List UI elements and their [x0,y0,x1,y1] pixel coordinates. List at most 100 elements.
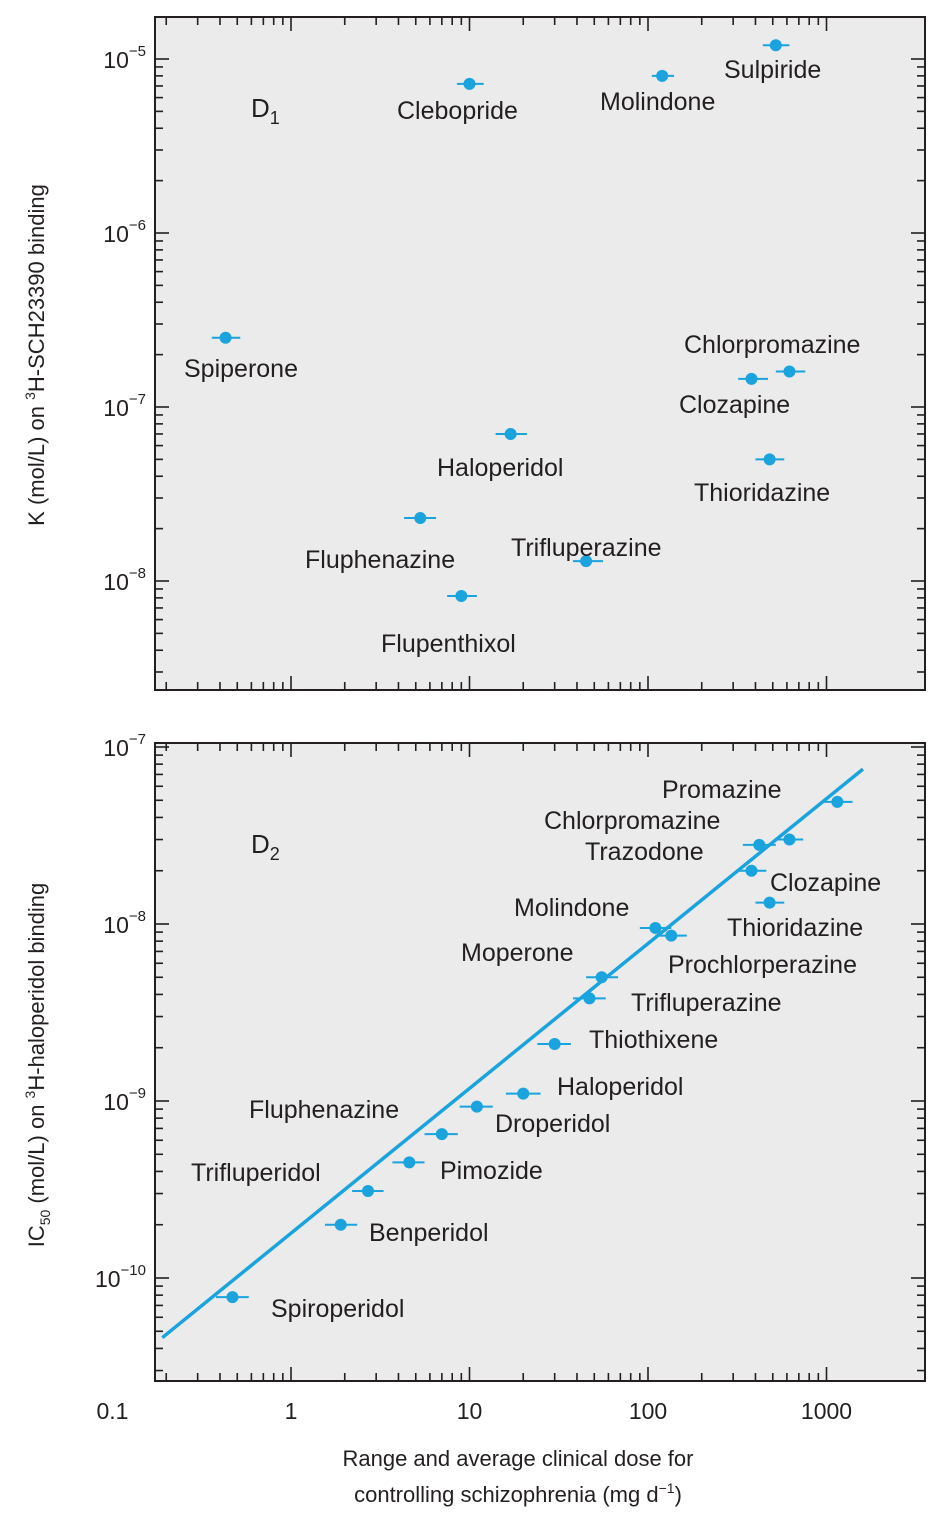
d1-y-tick-label: 10−6 [103,217,146,247]
d1-label-clebopride: Clebopride [397,97,518,125]
d2-label-droperidol: Droperidol [495,1110,610,1138]
d2-point-trifluperazine [583,992,596,1005]
d1-y-tick-label-base: 10 [103,395,129,421]
d2-point-promazine [831,795,844,808]
d2-label-fluphenazine: Fluphenazine [249,1096,399,1124]
d1-y-tick-label-base: 10 [103,221,129,247]
d2-y-tick-label-exp: −7 [129,731,146,748]
d1-y-tick-label: 10−8 [103,565,146,595]
d2-point-trazodone [745,864,758,877]
d1-panel-label-sub: 1 [270,108,280,128]
d2-y-axis-label-mid: (mol/L) on [24,1098,49,1209]
d2-point-benperidol [334,1218,347,1231]
d1-y-tick-label-exp: −8 [129,565,146,582]
d2-panel: 10−710−810−910−10 0.1 1 10 100 1000 D2 IC50 … [22,731,926,1507]
d2-point-thioridazine [665,929,678,942]
d2-y-tick-label-exp: −10 [121,1262,146,1279]
d1-point-labels: Sulpiride Molindone Clebopride Spiperone… [184,56,860,658]
d1-label-thioridazine: Thioridazine [694,479,830,507]
d2-label-chlorpromazine: Chlorpromazine [544,807,720,835]
d1-label-spiperone: Spiperone [184,355,298,383]
d1-point-flupenthixol [455,589,468,602]
d1-y-tick-labels: 10−510−610−710−8 [103,43,146,595]
d2-y-axis-label-sub: 50 [37,1209,53,1225]
d2-y-axis-label-post: H-haloperidol binding [24,883,49,1091]
d1-label-fluphenazine: Fluphenazine [305,546,455,574]
d2-point-labels: Promazine Chlorpromazine Trazodone Cloza… [191,776,881,1323]
d1-label-haloperidol: Haloperidol [437,454,563,482]
d2-point-moperone [595,971,608,984]
d1-y-axis-label: K (mol/L) on 3H-SCH23390 binding [22,184,49,526]
d2-x-tick-label: 10 [457,1398,483,1424]
d2-x-tick-label: 0.1 [97,1398,129,1424]
d1-point-clozapine [745,372,758,385]
d2-plot-area [154,742,926,1382]
d2-x-tick-label: 100 [629,1398,667,1424]
d2-point-haloperidol [517,1087,530,1100]
d2-y-tick-label: 10−9 [103,1085,146,1115]
d2-y-tick-label-base: 10 [103,735,129,761]
d2-label-spiroperidol: Spiroperidol [271,1295,404,1323]
d1-y-tick-label: 10−5 [103,43,146,73]
d1-y-tick-label-exp: −6 [129,217,146,234]
d2-point-chlorpromazine [753,838,766,851]
d1-label-clozapine: Clozapine [679,391,790,419]
d2-y-tick-label: 10−7 [103,731,146,761]
d2-panel-label-sub: 2 [270,844,280,864]
d2-point-thiothixene [548,1037,561,1050]
d1-label-flupenthixol: Flupenthixol [381,630,516,658]
d2-label-clozapine: Clozapine [770,869,881,897]
d2-label-trifluperazine: Trifluperazine [631,989,782,1017]
d2-label-thioridazine: Thioridazine [727,914,863,942]
d2-x-tick-label: 1 [285,1398,298,1424]
d2-y-tick-label-base: 10 [95,1266,121,1292]
d2-point-molindone [649,921,662,934]
d2-ticks [155,743,925,1381]
d2-label-trifluperidol: Trifluperidol [191,1159,321,1187]
d2-x-tick-labels: 0.1 1 10 100 1000 [97,1398,853,1424]
d2-y-tick-label-exp: −9 [129,1085,146,1102]
d1-y-tick-label-exp: −7 [129,391,146,408]
d1-point-trifluperazine [580,555,593,568]
d1-ticks [155,17,925,690]
d2-point-chlorpromazine [783,833,796,846]
d1-point-sulpiride [769,39,782,52]
d2-y-tick-label-exp: −8 [129,908,146,925]
d2-regression-line [161,767,865,1340]
d2-panel-label: D2 [251,829,280,864]
d2-x-tick-label: 1000 [801,1398,852,1424]
d2-label-thiothixene: Thiothixene [589,1026,718,1054]
d1-point-clebopride [463,77,476,90]
d1-y-axis-label-sup: 3 [22,392,38,400]
d1-label-molindone: Molindone [600,88,715,116]
d2-y-tick-label-base: 10 [103,912,129,938]
d1-point-spiperone [219,331,232,344]
d1-points [211,39,806,602]
d2-point-pimozide [403,1156,416,1169]
d2-point-clozapine [763,896,776,909]
d2-point-droperidol [470,1100,483,1113]
d1-y-axis-label-post: H-SCH23390 binding [24,184,49,392]
d2-label-trazodone: Trazodone [585,838,704,866]
d1-point-molindone [656,69,669,82]
d1-y-tick-label-base: 10 [103,47,129,73]
d2-y-tick-label: 10−10 [95,1262,146,1292]
d1-y-tick-label-base: 10 [103,569,129,595]
d1-label-chlorpromazine: Chlorpromazine [684,331,860,359]
d1-plot-area [154,16,926,691]
d2-point-trifluperidol [361,1185,374,1198]
d1-point-chlorpromazine [783,365,796,378]
d2-label-promazine: Promazine [662,776,782,804]
d2-label-haloperidol: Haloperidol [557,1073,683,1101]
d2-y-tick-label: 10−8 [103,908,146,938]
d1-point-haloperidol [504,427,517,440]
d2-points [215,795,853,1304]
d1-y-tick-label-exp: −5 [129,43,146,60]
d2-y-axis-label-sup: 3 [22,1090,38,1098]
d2-label-prochlorperazine: Prochlorperazine [668,951,857,979]
d2-y-tick-label-base: 10 [103,1089,129,1115]
d1-y-tick-label: 10−7 [103,391,146,421]
d1-panel-label: D1 [251,93,280,128]
d2-point-spiroperidol [226,1291,239,1304]
